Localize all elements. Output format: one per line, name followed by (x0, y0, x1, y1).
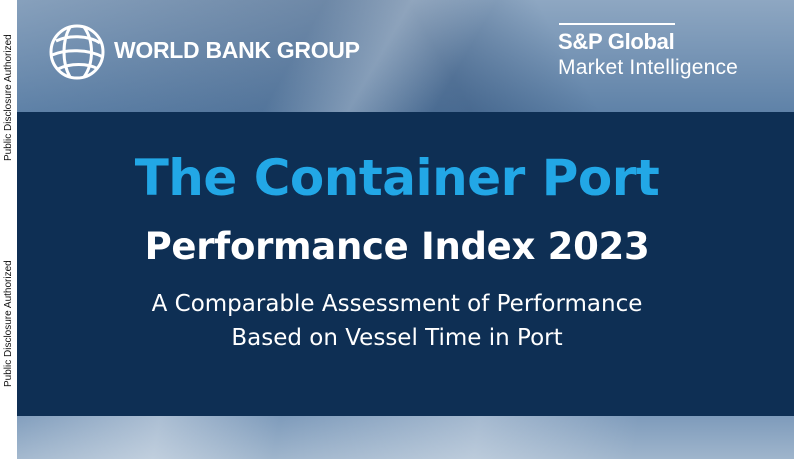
cover-subtitle-line2: Based on Vessel Time in Port (231, 325, 563, 351)
cover-photo-bottom (0, 416, 794, 459)
cover-subtitle-line1: A Comparable Assessment of Performance (151, 291, 643, 317)
world-bank-globe-icon (49, 24, 105, 80)
cover-title-line2: Performance Index 2023 (144, 225, 650, 268)
cover-subtitle: A Comparable Assessment of Performance B… (0, 287, 794, 355)
cover-photo-top (0, 0, 794, 112)
title-band (0, 112, 794, 416)
sp-logo-rule (559, 23, 675, 25)
sp-market-intelligence: Market Intelligence (558, 56, 739, 79)
cover-title-line1: The Container Port (134, 149, 660, 207)
world-bank-wordmark: WORLD BANK GROUP (114, 37, 360, 63)
sp-global-wordmark: S&P Global (558, 29, 675, 54)
disclosure-strip (0, 0, 17, 459)
